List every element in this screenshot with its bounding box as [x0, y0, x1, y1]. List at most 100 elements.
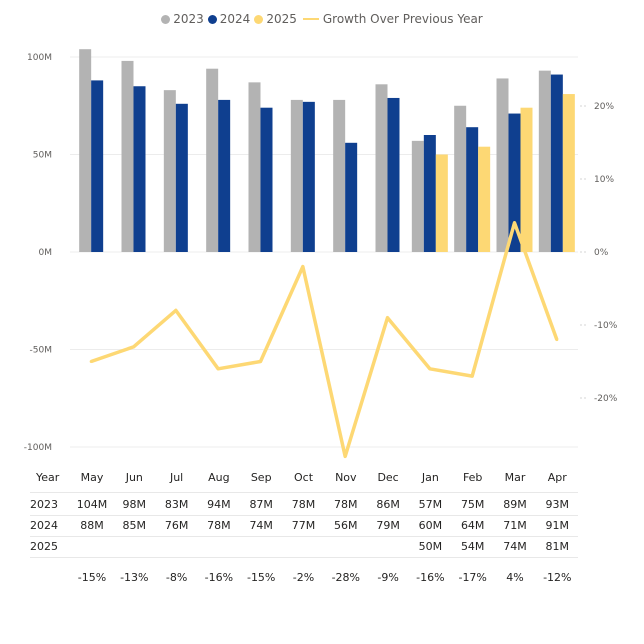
bar-2025-apr — [562, 94, 575, 252]
growth-point-may — [89, 360, 93, 363]
table-cell: 57M — [418, 498, 443, 511]
table-cell: -15% — [77, 571, 107, 584]
growth-point-apr — [555, 338, 559, 342]
table-header-aug: Aug — [208, 471, 230, 484]
bar-2023-jan — [411, 140, 424, 252]
table-cell: 98M — [122, 498, 147, 511]
table-cell: -17% — [458, 571, 487, 584]
bar-2024-sep — [260, 107, 273, 252]
bar-2023-apr — [538, 70, 551, 253]
table-cell: 88M — [80, 519, 104, 532]
table-header-sep: Sep — [250, 471, 272, 484]
table-cell: -16% — [204, 571, 234, 584]
left-axis-tick: 50M — [33, 151, 52, 161]
table-cell: -13% — [120, 571, 149, 584]
table-cell: 93M — [545, 498, 570, 511]
table-cell: -16% — [416, 571, 445, 584]
table-cell: 81M — [545, 540, 570, 553]
table-cell: -9% — [377, 571, 399, 584]
right-axis-tick: -20% — [594, 394, 618, 404]
left-axis-tick: 0M — [39, 248, 53, 258]
right-axis-tick: 20% — [594, 102, 614, 112]
table-cell: -15% — [246, 571, 276, 584]
table-cell: 75M — [460, 498, 485, 511]
growth-point-oct — [301, 265, 305, 269]
bar-2024-nov — [345, 142, 358, 252]
table-cell: 85M — [122, 519, 147, 532]
bar-2023-mar — [496, 78, 509, 252]
left-axis-tick: -100M — [24, 443, 52, 453]
legend-item-growth[interactable]: Growth Over Previous Year — [301, 12, 483, 26]
growth-point-sep — [259, 360, 262, 363]
bar-2025-mar — [520, 107, 533, 252]
left-axis-tick: 100M — [27, 53, 52, 63]
right-axis-tick: 0% — [594, 248, 609, 258]
bar-2024-feb — [466, 127, 479, 252]
legend-swatch-growth — [302, 18, 319, 20]
bar-2024-jan — [423, 135, 436, 252]
right-axis-tick: 10% — [594, 175, 614, 185]
legend-label-2023: 2023 — [173, 12, 204, 26]
table-header-jun: Jun — [125, 471, 143, 484]
table-row-divider — [30, 492, 578, 493]
bar-2024-aug — [218, 99, 231, 253]
bar-2025-jan — [435, 154, 448, 252]
bar-2023-may — [79, 49, 92, 253]
table-cell: 89M — [503, 498, 527, 511]
chart-legend: 2023 2024 2025 Growth Over Previous Year — [0, 9, 644, 29]
table-cell: -28% — [331, 571, 360, 584]
growth-point-aug — [216, 367, 220, 371]
legend-item-2024[interactable]: 2024 — [207, 12, 251, 26]
table-header-may: May — [80, 471, 104, 484]
table-header-jan: Jan — [421, 471, 439, 484]
table-cell: 86M — [376, 498, 400, 511]
table-cell: 78M — [291, 498, 316, 511]
bar-2024-apr — [550, 74, 563, 252]
table-cell: 60M — [418, 519, 443, 532]
table-row-label: 2023 — [30, 498, 58, 511]
bar-2023-dec — [375, 84, 388, 252]
legend-item-2023[interactable]: 2023 — [161, 12, 204, 26]
table-cell: -2% — [292, 571, 315, 584]
table-cell: 83M — [164, 498, 189, 511]
combo-chart: 100M 50M 0M -50M -100M 20% 10% 0% -10% -20% — [24, 49, 618, 459]
legend-item-2025[interactable]: 2025 — [254, 12, 297, 26]
table-cell: 78M — [334, 498, 358, 511]
growth-point-jan — [428, 367, 432, 371]
table-header-nov: Nov — [335, 471, 357, 484]
table-header-dec: Dec — [377, 471, 399, 484]
table-cell: 77M — [291, 519, 316, 532]
table-header-feb: Feb — [462, 471, 483, 484]
table-cell: 64M — [460, 519, 485, 532]
growth-point-nov — [343, 454, 347, 458]
table-cell: -12% — [543, 571, 572, 584]
bar-2023-sep — [248, 82, 261, 252]
table-header-jul: Jul — [169, 471, 184, 484]
legend-swatch-2024 — [207, 14, 217, 24]
table-cell: 50M — [418, 540, 443, 553]
bar-2024-may — [91, 80, 104, 253]
bar-2024-dec — [387, 97, 400, 252]
bar-2025-feb — [478, 146, 491, 252]
legend-swatch-2025 — [254, 14, 264, 24]
legend-label-2024: 2024 — [219, 12, 251, 26]
bar-2023-oct — [290, 99, 303, 253]
bar-2023-feb — [454, 105, 467, 252]
table-cell: 78M — [207, 519, 231, 532]
table-row-divider — [30, 515, 578, 516]
bar-2023-aug — [206, 68, 219, 252]
bar-2023-jul — [163, 90, 176, 253]
legend-label-2025: 2025 — [266, 12, 297, 26]
table-cell: 74M — [503, 540, 527, 553]
legend-swatch-2023 — [161, 14, 171, 24]
right-axis-tick: -10% — [594, 321, 618, 331]
table-cell: 87M — [249, 498, 273, 511]
table-row-label: 2025 — [30, 540, 58, 553]
table-header-oct: Oct — [293, 471, 314, 484]
growth-line — [90, 221, 559, 459]
bar-2024-jul — [175, 103, 188, 252]
bar-2024-jun — [133, 86, 146, 252]
table-cell: 54M — [460, 540, 485, 553]
table-row-divider — [30, 536, 578, 537]
table-cell: 79M — [376, 519, 400, 532]
